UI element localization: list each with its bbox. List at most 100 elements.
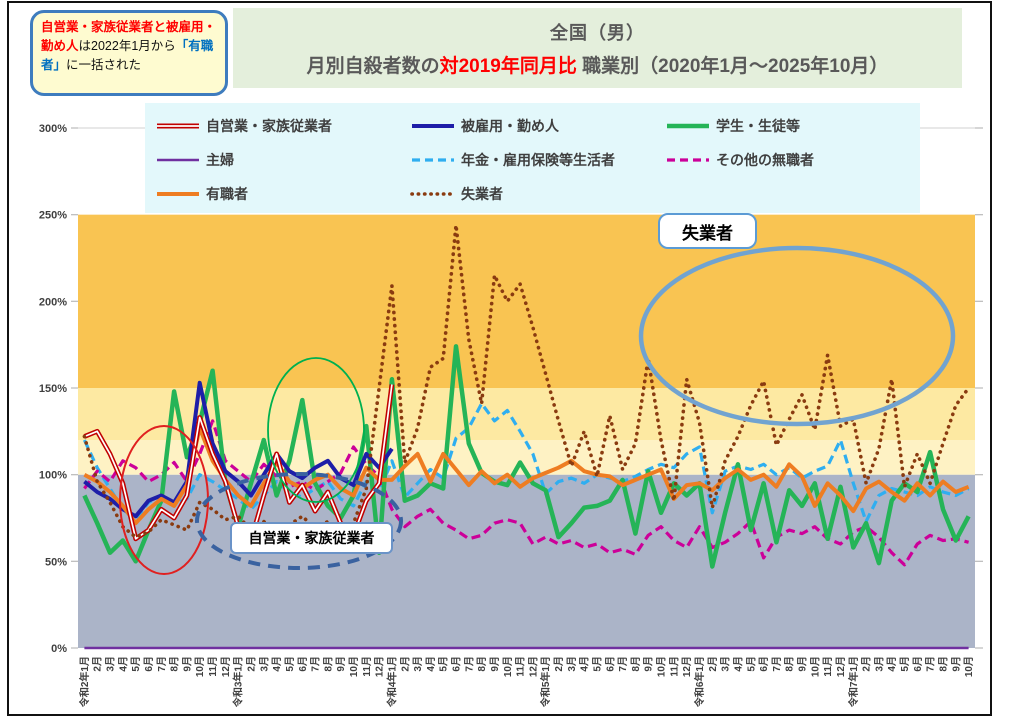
x-axis-label: 令和4年1月 [385, 656, 398, 708]
x-axis-label: 11月 [207, 656, 219, 677]
y-axis-label: 150% [39, 383, 67, 395]
y-axis-label: 200% [39, 296, 67, 308]
y-axis-label: 50% [45, 556, 67, 568]
series-yushokusha [83, 425, 970, 526]
x-axis-label: 5月 [745, 656, 757, 672]
note-text-1: は2022年1月から [78, 38, 176, 53]
x-axis-label: 12月 [527, 656, 539, 677]
x-axis-label: 7月 [463, 656, 475, 672]
note-text-red: 自営業・家族従業者と被雇用・勤め人 [41, 20, 217, 53]
legend-item-sonota: その他の無職者 [665, 150, 920, 170]
x-axis-label: 4月 [117, 656, 129, 672]
outer-frame [7, 1, 992, 716]
x-axis-label: 6月 [758, 656, 770, 672]
x-axis-label: 7月 [156, 656, 168, 672]
legend-label-yushokusha: 有職者 [206, 186, 248, 202]
legend-label-hikoyo: 被雇用・勤め人 [461, 118, 559, 134]
x-axis-label: 11月 [822, 656, 834, 677]
green-ellipse [267, 357, 365, 503]
x-axis-label: 6月 [912, 656, 924, 672]
x-axis-label: 5月 [284, 656, 296, 672]
legend-item-shufu: 主婦 [155, 150, 410, 170]
x-axis-label: 4月 [886, 656, 898, 672]
x-axis-label: 8月 [630, 656, 642, 672]
x-axis-label: 3月 [258, 656, 270, 672]
x-axis-label: 6月 [604, 656, 616, 672]
x-axis-label: 5月 [438, 656, 450, 672]
chart-legend: 自営業・家族従業者 被雇用・勤め人 学生・生徒等主婦 年金・雇用保険等生活者 その他の無… [145, 103, 920, 213]
x-axis-label: 7月 [617, 656, 629, 672]
x-axis-label: 3月 [566, 656, 578, 672]
chart-title: 全国（男） 月別自殺者数の対2019年同月比 職業別（2020年1月～2025年… [233, 8, 962, 88]
x-axis-label: 10月 [194, 656, 206, 677]
legend-label-nenkin: 年金・雇用保険等生活者 [461, 152, 615, 168]
x-axis-label: 5月 [130, 656, 142, 672]
legend-label-jieigyo: 自営業・家族従業者 [206, 118, 332, 134]
note-text-2: に一括された [66, 57, 142, 72]
annotation-selfemployed: 自営業・家族従業者 [230, 522, 393, 554]
x-axis-label: 6月 [451, 656, 463, 672]
x-axis-label: 4月 [732, 656, 744, 672]
x-axis-label: 10月 [348, 656, 360, 677]
annotation-unemployed: 失業者 [658, 213, 757, 249]
legend-label-sonota: その他の無職者 [716, 152, 814, 168]
legend-marker-gakusei [667, 123, 709, 129]
y-axis-label: 300% [39, 123, 67, 135]
x-axis-label: 8月 [784, 656, 796, 672]
legend-marker-hikoyo [412, 124, 454, 128]
series-shitsugyosha [82, 223, 971, 539]
x-axis-label: 6月 [143, 656, 155, 672]
x-axis-label: 4月 [579, 656, 591, 672]
x-axis-label: 7月 [771, 656, 783, 672]
title-line2-red: 対2019年同月比 [439, 55, 577, 77]
x-axis-label: 4月 [271, 656, 283, 672]
x-axis-label: 4月 [425, 656, 437, 672]
legend-item-shitsugyosha: 失業者 [410, 184, 665, 204]
legend-marker-shufu [157, 158, 199, 162]
x-axis-label: 8月 [476, 656, 488, 672]
note-text-blue: 「有職者」 [41, 38, 214, 72]
x-axis-label: 9月 [797, 656, 809, 672]
x-axis-label: 5月 [591, 656, 603, 672]
y-axis-label: 250% [39, 210, 67, 222]
legend-label-shitsugyosha: 失業者 [461, 186, 503, 202]
x-axis-label: 6月 [297, 656, 309, 672]
x-axis-label: 2月 [399, 656, 411, 672]
x-axis-label: 10月 [809, 656, 821, 677]
legend-marker-jieigyo [157, 123, 199, 129]
x-axis-label: 11月 [515, 656, 527, 677]
x-axis-label: 2月 [861, 656, 873, 672]
x-axis-label: 2月 [92, 656, 104, 672]
legend-marker-shitsugyosha [410, 192, 456, 196]
legend-label-shufu: 主婦 [206, 152, 234, 168]
x-axis-label: 8月 [169, 656, 181, 672]
x-axis-label: 令和5年1月 [539, 656, 552, 708]
legend-item-jieigyo: 自営業・家族従業者 [155, 116, 410, 136]
legend-marker-nenkin [412, 158, 454, 162]
x-axis-label: 令和7年1月 [847, 656, 860, 708]
x-axis-label: 2月 [553, 656, 565, 672]
x-axis-label: 11月 [361, 656, 373, 677]
legend-item-nenkin: 年金・雇用保険等生活者 [410, 150, 665, 170]
x-axis-label: 令和2年1月 [78, 656, 91, 708]
legend-label-gakusei: 学生・生徒等 [716, 118, 800, 134]
x-axis-label: 2月 [707, 656, 719, 672]
band-0-100 [78, 474, 975, 648]
big-blue-ellipse [638, 245, 956, 427]
x-axis-label: 10月 [963, 656, 975, 677]
band-120-150 [78, 388, 975, 440]
x-axis-label: 7月 [925, 656, 937, 672]
title-line1: 全国（男） [550, 22, 645, 43]
legend-item-gakusei: 学生・生徒等 [665, 116, 920, 136]
x-axis-label: 12月 [220, 656, 232, 677]
x-axis-label: 5月 [899, 656, 911, 672]
y-axis-label: 0% [51, 643, 67, 655]
x-axis-label: 2月 [245, 656, 257, 672]
x-axis-label: 7月 [310, 656, 322, 672]
x-axis-label: 12月 [374, 656, 386, 677]
note-box: 自営業・家族従業者と被雇用・勤め人は2022年1月から「有職者」に一括された [30, 10, 228, 96]
x-axis-label: 3月 [720, 656, 732, 672]
band-150-250 [78, 214, 975, 388]
series-nenkin [82, 402, 970, 524]
